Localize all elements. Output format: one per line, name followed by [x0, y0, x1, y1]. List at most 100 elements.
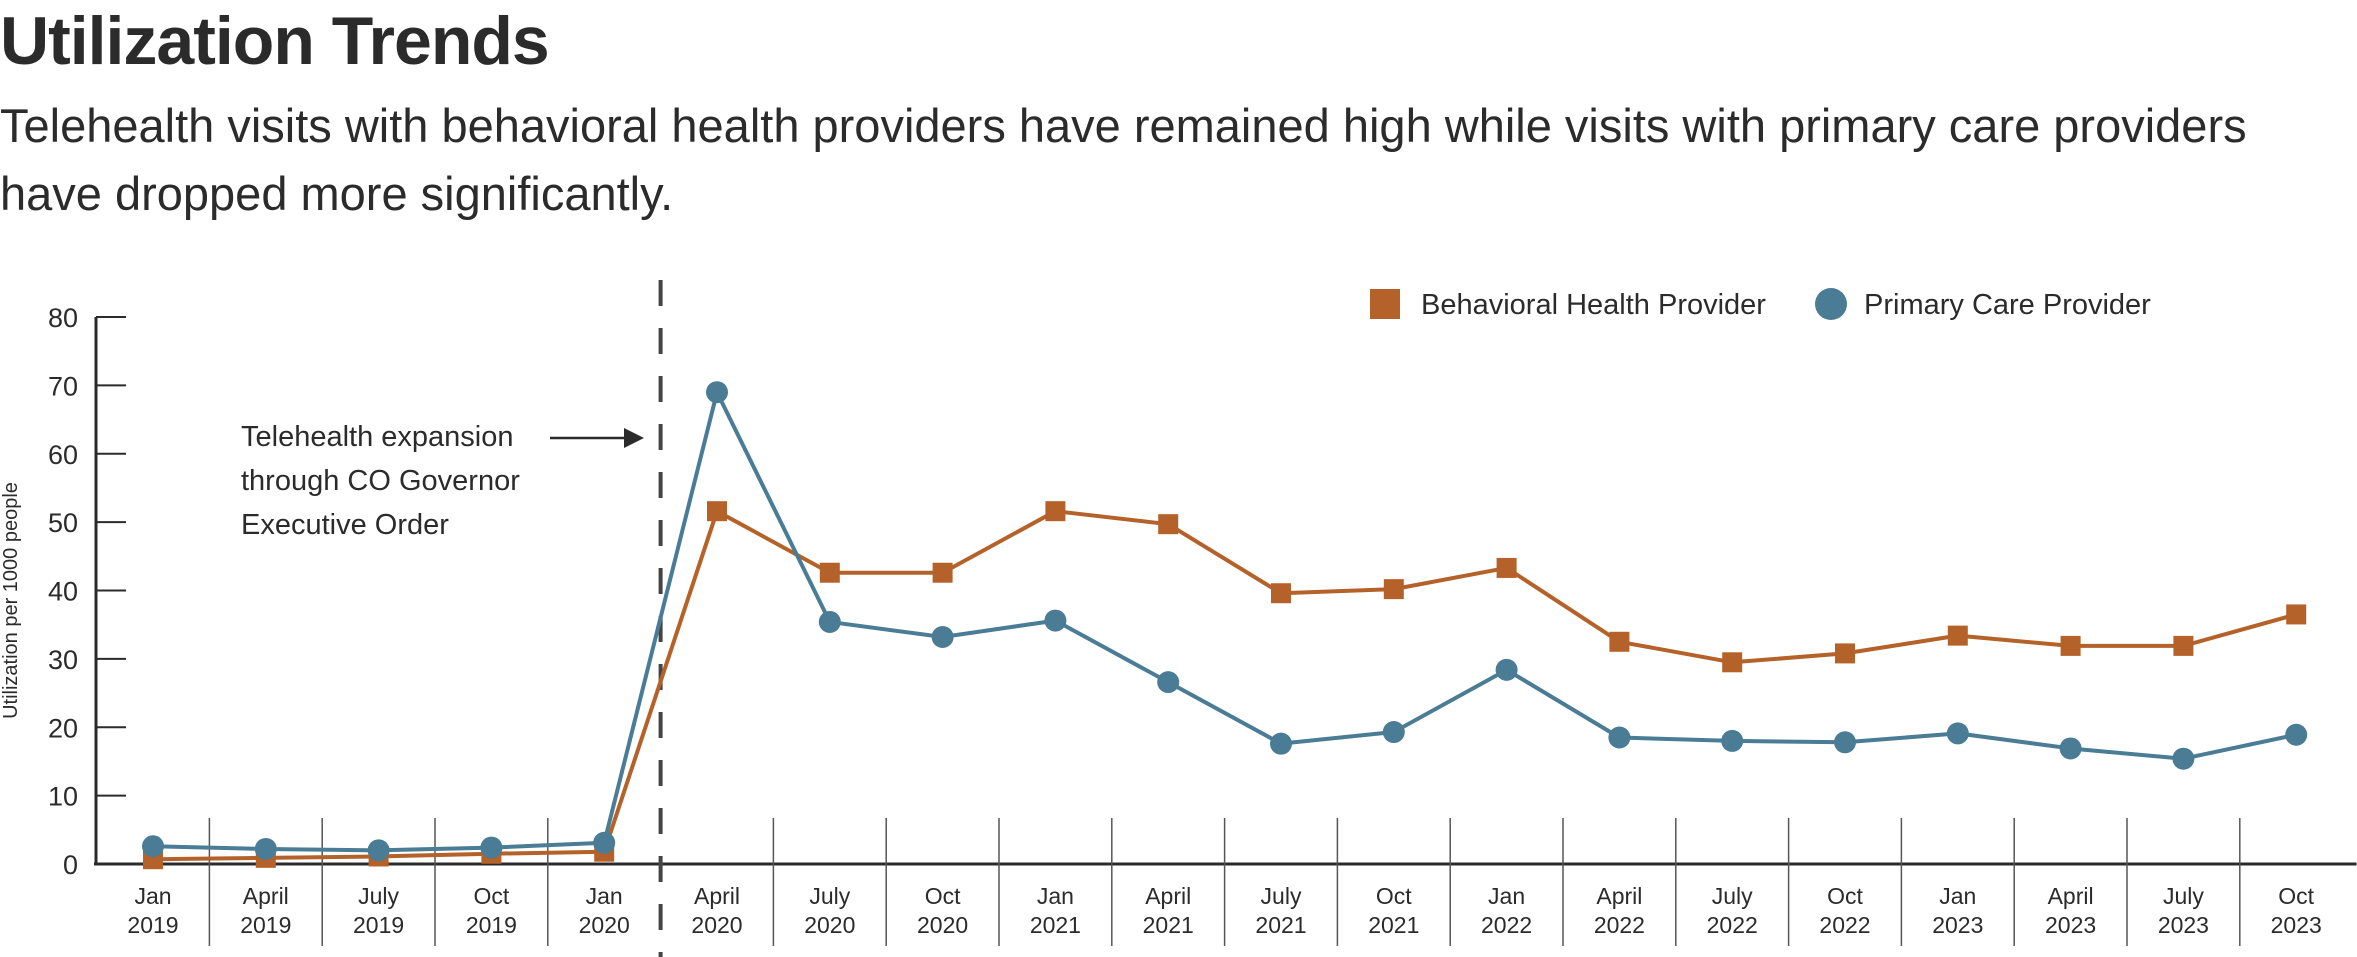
x-tick-label-year: 2019	[466, 912, 517, 938]
x-tick-label-year: 2020	[691, 912, 742, 938]
data-point	[1608, 726, 1631, 749]
x-tick-label-year: 2020	[579, 912, 630, 938]
data-point	[931, 625, 954, 648]
x-tick-label-year: 2020	[917, 912, 968, 938]
data-point	[593, 831, 616, 854]
x-tick-label: July	[1261, 883, 1302, 909]
data-point	[819, 562, 840, 583]
annotation: Telehealth expansion through CO Governor E…	[241, 280, 663, 957]
x-tick-label-year: 2022	[1481, 912, 1532, 938]
annotation-text: through CO Governor	[241, 465, 520, 497]
data-point	[1045, 501, 1066, 522]
data-point	[1496, 557, 1517, 578]
y-tick-label: 60	[48, 440, 78, 470]
data-point	[1158, 514, 1179, 535]
series-group	[142, 381, 2308, 870]
data-point	[932, 562, 953, 583]
x-tick-label: April	[2048, 883, 2094, 909]
series-behavioral-health	[143, 501, 2307, 870]
x-tick-label: April	[1145, 883, 1191, 909]
series-line	[152, 390, 2297, 853]
data-point	[1609, 631, 1630, 652]
chart-title: Utilization Trends	[0, 3, 550, 79]
x-tick-label-year: 2021	[1030, 912, 1081, 938]
legend-square-icon	[1370, 289, 1400, 319]
x-tick-label-year: 2020	[804, 912, 855, 938]
x-tick-label-year: 2021	[1255, 912, 1306, 938]
data-point	[142, 835, 164, 858]
x-tick-label-year: 2023	[2045, 912, 2096, 938]
annotation-text: Executive Order	[241, 509, 449, 541]
data-point	[254, 837, 277, 860]
x-tick-label: Jan	[1939, 883, 1976, 909]
data-point	[1383, 579, 1404, 600]
y-tick-label: 40	[48, 577, 78, 607]
x-tick-label-year: 2021	[1368, 912, 1419, 938]
data-point	[1835, 643, 1855, 664]
data-point	[2059, 737, 2082, 760]
annotation-text: Telehealth expansion	[241, 421, 513, 453]
y-tick-label: 30	[48, 645, 78, 675]
data-point	[1157, 671, 1180, 694]
data-point	[1946, 722, 1969, 745]
x-tick-label: July	[358, 883, 399, 909]
x-tick-label: July	[809, 883, 850, 909]
data-point	[1947, 625, 1968, 646]
data-point	[706, 381, 728, 404]
x-tick-label-year: 2023	[2271, 912, 2322, 938]
data-point	[2172, 747, 2195, 770]
legend-circle-icon	[1815, 288, 1847, 320]
data-point	[818, 610, 841, 633]
data-point	[707, 501, 727, 522]
y-tick-label: 10	[48, 782, 78, 812]
x-tick-label-year: 2022	[1707, 912, 1758, 938]
x-tick-label: Oct	[474, 883, 510, 909]
data-point	[1721, 729, 1744, 752]
legend-label: Behavioral Health Provider	[1421, 289, 1766, 321]
data-point	[2173, 635, 2194, 656]
data-point	[1834, 731, 1856, 754]
x-tick-label: Jan	[134, 883, 171, 909]
data-point	[2286, 604, 2307, 625]
x-tick-label-year: 2022	[1819, 912, 1870, 938]
data-point	[480, 836, 503, 859]
data-point	[367, 839, 390, 862]
series-line	[152, 509, 2297, 862]
x-tick-label: Oct	[925, 883, 961, 909]
x-tick-label: Oct	[1827, 883, 1863, 909]
data-point	[1382, 721, 1405, 744]
x-tick-label: Jan	[1488, 883, 1525, 909]
x-tick-label: July	[2163, 883, 2204, 909]
y-tick-label: 0	[63, 850, 78, 880]
x-tick-label: Oct	[2278, 883, 2314, 909]
data-point	[2285, 723, 2308, 746]
legend-label: Primary Care Provider	[1864, 289, 2151, 321]
series-primary-care	[142, 381, 2308, 862]
x-axis: Jan 2019 April 2019 July 2019 Oct 2019 Jan 2020 Ap…	[94, 818, 2357, 946]
x-tick-label: April	[694, 883, 740, 909]
y-axis-title: Utilization per 1000 people	[0, 482, 22, 719]
x-tick-label-year: 2019	[353, 912, 404, 938]
y-axis: 0 10 20 30 40 50 60 70 80	[48, 303, 126, 880]
x-tick-label: April	[243, 883, 289, 909]
x-tick-label-year: 2021	[1143, 912, 1194, 938]
legend: Behavioral Health Provider Primary Care P…	[1370, 288, 2151, 321]
y-tick-label: 70	[48, 371, 78, 401]
data-point	[1495, 658, 1518, 681]
x-tick-label: Jan	[586, 883, 623, 909]
x-tick-label-year: 2023	[1932, 912, 1983, 938]
x-tick-label: April	[1596, 883, 1642, 909]
x-tick-label-year: 2019	[240, 912, 291, 938]
chart-subtitle: Telehealth visits with behavioral health…	[0, 99, 2247, 220]
x-tick-label-year: 2022	[1594, 912, 1645, 938]
x-tick-label-year: 2019	[127, 912, 178, 938]
data-point	[1270, 732, 1292, 755]
arrow-head-icon	[624, 428, 644, 448]
x-tick-label-year: 2023	[2158, 912, 2209, 938]
y-tick-label: 20	[48, 713, 78, 743]
x-tick-label: July	[1712, 883, 1753, 909]
data-point	[1722, 652, 1743, 673]
y-tick-label: 50	[48, 508, 78, 538]
x-tick-label: Jan	[1037, 883, 1074, 909]
